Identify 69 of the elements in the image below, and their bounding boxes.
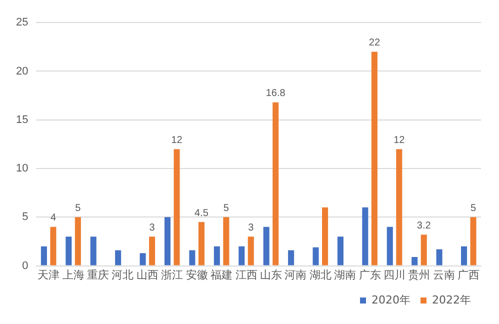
x-tick-label: 湖南	[334, 268, 356, 282]
y-tick-label: 5	[22, 211, 28, 224]
x-tick-label: 重庆	[87, 268, 110, 282]
data-label: 12	[394, 134, 406, 146]
y-tick-label: 20	[16, 65, 28, 78]
x-tick-label: 湖北	[309, 268, 332, 282]
bar	[50, 226, 56, 266]
bar	[272, 102, 279, 266]
bar	[66, 236, 72, 266]
bar	[214, 246, 220, 266]
y-tick-label: 15	[16, 114, 28, 126]
x-tick-label: 福建	[210, 268, 233, 282]
legend-label: 2022年	[432, 293, 472, 306]
y-tick-label: 25	[16, 16, 28, 29]
x-tick-label: 安徽	[186, 268, 208, 282]
bar	[74, 217, 81, 266]
x-tick-label: 江西	[235, 268, 258, 282]
bar	[396, 149, 402, 266]
x-tick-label: 河北	[112, 268, 134, 282]
bar	[238, 246, 245, 266]
bar	[386, 226, 393, 266]
data-label: 3	[149, 222, 156, 234]
data-label: 5	[470, 202, 476, 214]
data-label: 5	[223, 202, 230, 214]
x-tick-label: 河南	[284, 268, 307, 282]
bar	[115, 250, 122, 266]
bar	[140, 253, 146, 266]
bar	[288, 250, 294, 266]
data-label: 3	[248, 222, 254, 234]
data-label: 4	[50, 212, 56, 224]
bar	[412, 257, 418, 266]
bar	[223, 217, 230, 266]
bar	[461, 246, 468, 266]
bar	[174, 149, 180, 266]
data-label: 5	[75, 202, 82, 214]
data-label: 16.8	[266, 88, 286, 100]
x-tick-label: 上海	[62, 268, 84, 282]
x-tick-label: 广西	[458, 268, 480, 282]
data-label: 4.5	[194, 208, 209, 219]
bar	[371, 52, 378, 266]
bar	[189, 250, 196, 266]
data-label: 12	[171, 134, 183, 146]
bar	[263, 226, 270, 266]
bar	[322, 207, 328, 266]
y-tick-label: 10	[16, 162, 28, 175]
x-tick-label: 贵州	[408, 268, 430, 282]
x-tick-label: 四川	[384, 268, 406, 282]
legend-label: 2020年	[372, 293, 411, 306]
bar	[470, 217, 476, 266]
data-label: 22	[368, 38, 380, 49]
x-tick-label: 云南	[432, 268, 455, 282]
bar	[149, 236, 156, 266]
x-tick-label: 山东	[260, 268, 282, 282]
x-tick-label: 广东	[358, 268, 381, 282]
bar	[337, 236, 344, 266]
bar	[248, 236, 254, 266]
x-tick-label: 山西	[136, 268, 158, 282]
data-label: 3.2	[416, 220, 432, 232]
bar	[312, 247, 319, 266]
y-tick-label: 0	[22, 260, 28, 272]
bar	[420, 234, 427, 266]
bar	[40, 246, 47, 266]
bar	[198, 222, 204, 266]
bar	[436, 249, 442, 266]
bar	[164, 217, 171, 266]
x-tick-label: 天津	[38, 268, 60, 282]
bar	[90, 236, 96, 266]
bar	[362, 207, 368, 266]
x-tick-label: 浙江	[161, 268, 184, 282]
